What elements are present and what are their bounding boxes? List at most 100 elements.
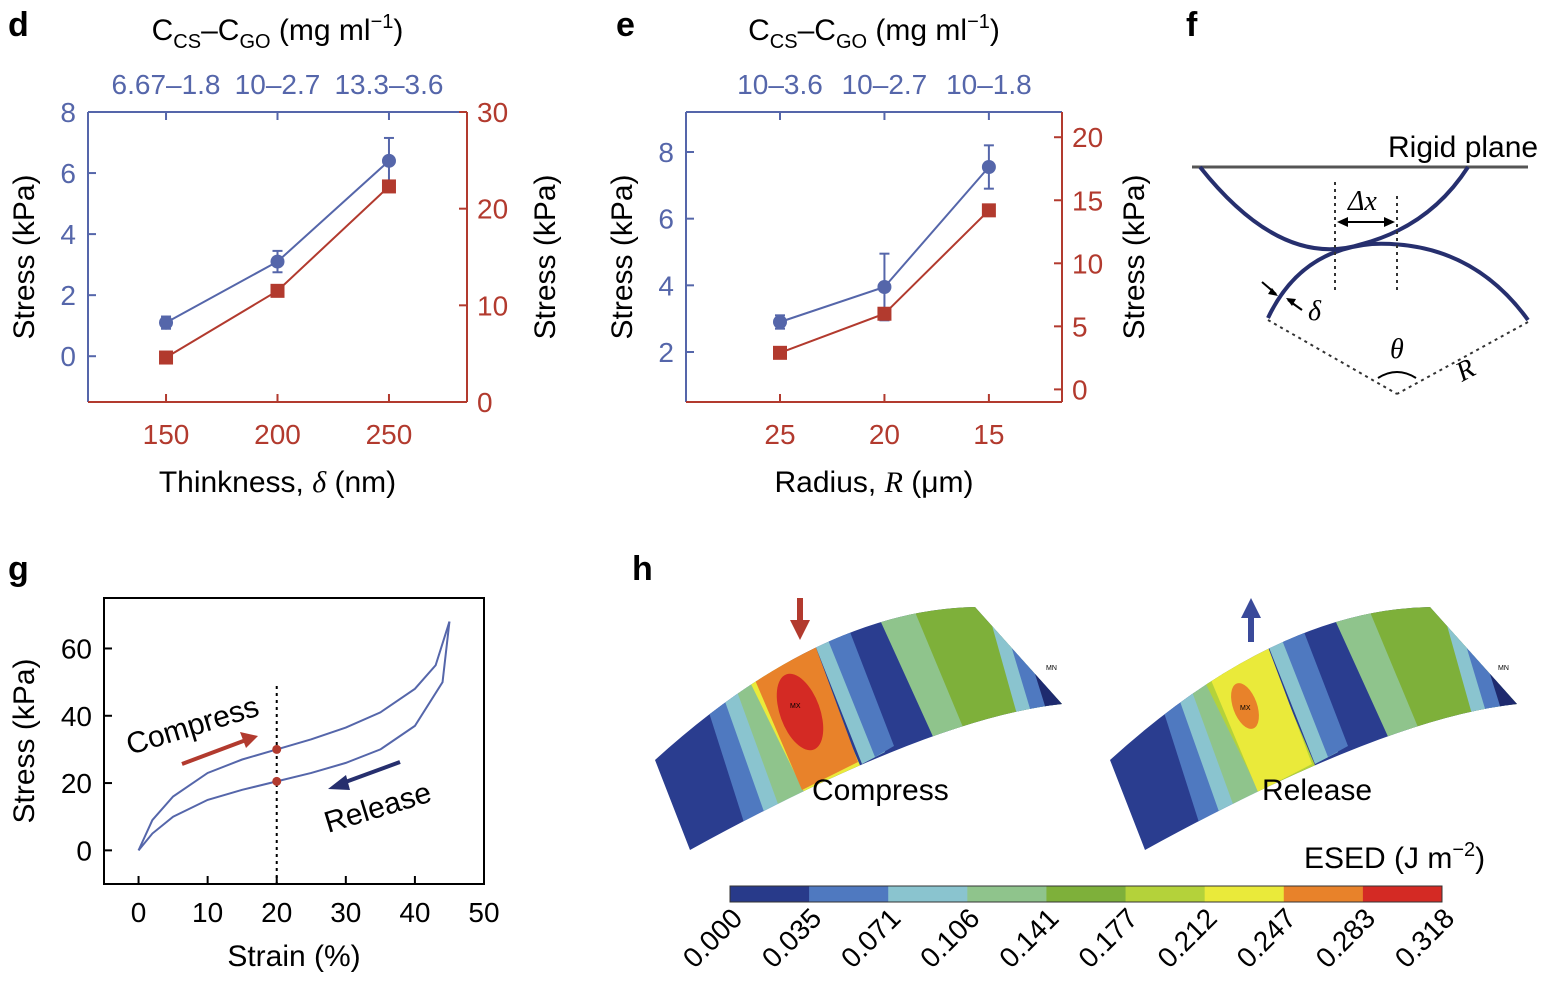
top-tick-label: 10–2.7 [842,69,928,100]
colorbar-segment [1204,886,1285,902]
colorbar-title-exp: −2 [1452,839,1475,861]
max-stress-region [776,673,824,751]
radius-dash-left [1267,319,1398,395]
colorbar-tick-label: 0.318 [1389,902,1460,973]
data-point [877,280,892,294]
colorbar-title-text: ESED (J m [1304,842,1452,875]
colorbar-tick-label: 0.283 [1310,902,1381,973]
y-tick-label-left: 0 [60,341,76,372]
y-tick-label: 60 [61,633,92,664]
y-tick-label-right: 10 [1072,248,1103,279]
panel-label-d: d [8,6,29,44]
colorbar: 0.000 0.035 0.071 0.106 0.141 0.177 0.212 0.247… [677,885,1460,974]
top-axis-title-sub1: CS [173,31,201,53]
y-axis-title-left: Stress (kPa) [606,174,639,339]
plot-frame [103,597,485,885]
data-point [272,744,282,754]
x-axis-title: Thinkness, δ (nm) [159,466,396,499]
y-tick-label-left: 6 [60,158,76,189]
colorbar-tick-label: 0.106 [914,902,985,973]
top-tick-label: 10–1.8 [946,69,1032,100]
y-tick-label-right: 10 [477,290,508,321]
x-tick-label: 50 [468,897,499,928]
colorbar-title-close: ) [1475,842,1485,875]
diagram-f: Rigid plane Δx δ θ R [1192,131,1538,395]
y-tick-label-right: 0 [477,387,493,418]
y-tick-label-right: 30 [477,97,508,128]
y-tick-label-right: 0 [1072,374,1088,405]
x-axis-title-symbol: R [884,466,903,499]
chart-g: 0 10 20 30 40 50 0 20 40 60 Strain (%) Stress (kPa)… [8,597,500,973]
colorbar-segment [1125,886,1206,902]
x-axis-title-symbol: δ [312,466,327,499]
colorbar-tick-label: 0.141 [993,902,1064,973]
theta-label: θ [1390,334,1404,365]
delta-label: δ [1308,296,1322,327]
y-axis-title-right: Stress (kPa) [1118,174,1151,339]
y-axis-title: Stress (kPa) [8,658,41,823]
colorbar-tick-label: 0.247 [1231,902,1302,973]
x-tick-label: 0 [131,897,147,928]
y-axis-title-left: Stress (kPa) [8,174,41,339]
data-point [270,254,285,269]
colorbar-tick-label: 0.000 [677,902,748,973]
data-point [272,776,282,786]
compress-annotation: Compress [122,690,262,762]
x-tick-label: 150 [143,419,190,450]
panel-label-f: f [1186,6,1198,44]
top-axis-title-unit: (mg ml [867,14,967,47]
top-axis-title-c2: C [218,14,240,47]
delta-arrowhead-inner [1286,298,1296,306]
y-tick-label-left: 6 [658,204,674,235]
mx-marker-right: MX [1240,705,1251,712]
rigid-plane-label: Rigid plane [1388,131,1538,164]
colorbar-segment [888,886,968,902]
compress-arrow-shaft [181,738,247,766]
mx-marker-left: MX [790,703,801,710]
compress-arrow-icon [240,732,258,748]
y-tick-label-left: 8 [60,97,76,128]
top-axis-title-exp: −1 [371,11,394,33]
shell-band [1282,632,1348,757]
shell-release [1110,607,1517,850]
colorbar-title: ESED (J m−2) [1304,839,1485,875]
shell-band [1335,612,1425,752]
y-tick-label-left: 4 [60,219,76,250]
compress-arrow-icon [790,620,810,640]
shell-band [1208,647,1312,792]
data-point [270,283,285,298]
release-arrow-icon [1241,598,1261,618]
chart-e: 2468051015202510–3.62010–2.71510–1.8CCS–… [606,11,1151,499]
x-axis-title-post: (nm) [326,466,396,499]
data-point [773,315,787,329]
theta-arc [1377,371,1417,379]
data-point [981,160,996,174]
x-tick-label: 10 [192,897,223,928]
colorbar-segment [809,886,889,902]
release-arrow-shaft [339,760,401,786]
data-point [159,315,174,330]
x-tick-label: 40 [399,897,430,928]
colorbar-segment [730,886,810,902]
x-tick-label: 30 [330,897,361,928]
panel-label-g: g [8,550,29,588]
top-axis-title-unit: (mg ml [271,14,371,47]
lower-shell-arc [1266,241,1530,322]
top-axis-title-close: ) [990,14,1000,47]
y-tick-label-right: 20 [477,194,508,225]
shell-compress [655,607,1062,850]
colorbar-frame [729,885,1443,903]
top-axis-title-dash: – [798,14,815,47]
mn-marker-left: MN [1046,665,1057,672]
panel-label-h: h [632,550,653,588]
top-tick-label: 6.67–1.8 [112,69,221,100]
y-tick-label: 40 [61,701,92,732]
shell-band [1190,669,1273,815]
colorbar-tick-label: 0.071 [835,902,906,973]
top-axis-title-c1: C [152,14,174,47]
top-axis-title-exp: −1 [967,11,990,33]
top-axis-title: CCS–CGO (mg ml−1) [748,11,1000,53]
x-axis-title-pre: Radius, [775,466,885,499]
y-tick-label-left: 4 [658,270,674,301]
